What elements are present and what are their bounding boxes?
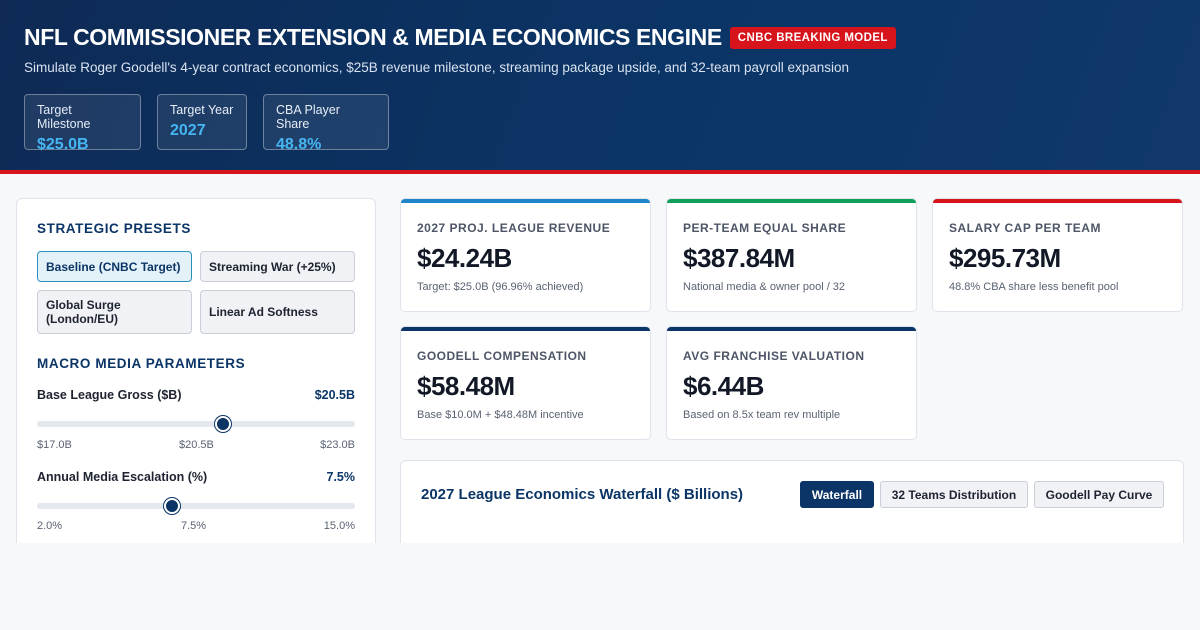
pill-label: CBA Player Share (276, 103, 340, 131)
metric-value: $387.84M (683, 243, 795, 273)
slider-min-label: 2.0% (37, 520, 63, 532)
metric-label: PER-TEAM EQUAL SHARE (683, 221, 847, 235)
slider-mid-label: $20.5B (179, 439, 214, 451)
slider-max-label: $23.0B (320, 439, 355, 451)
card-accent-bar (401, 199, 650, 203)
slider-mid-label: 7.5% (181, 520, 207, 532)
card-accent-bar (401, 327, 650, 331)
breaking-badge: CNBC BREAKING MODEL (729, 26, 896, 49)
metric-card-salary-cap: SALARY CAP PER TEAM $295.73M 48.8% CBA s… (932, 198, 1183, 312)
title-row: NFL COMMISSIONER EXTENSION & MEDIA ECONO… (24, 24, 896, 51)
pill-value: 2027 (170, 122, 206, 139)
pill-value: $25.0B (37, 136, 89, 153)
media-escalation-slider-thumb[interactable] (163, 498, 180, 514)
metric-note: Target: $25.0B (96.96% achieved) (417, 281, 584, 293)
metric-note: Based on 8.5x team rev multiple (683, 409, 841, 421)
base-gross-label: Base League Gross ($B) (37, 388, 182, 402)
target-milestone-pill: Target Milestone $25.0B (24, 94, 141, 153)
cba-share-pill: CBA Player Share 48.8% (263, 94, 389, 153)
target-year-pill: Target Year 2027 (157, 94, 247, 150)
card-accent-bar (667, 199, 916, 203)
metric-card-franchise-valuation: AVG FRANCHISE VALUATION $6.44B Based on … (666, 326, 917, 440)
tab-32-teams-distribution[interactable]: 32 Teams Distribution (880, 481, 1028, 508)
page-subtitle: Simulate Roger Goodell's 4-year contract… (24, 60, 850, 75)
header-banner: NFL COMMISSIONER EXTENSION & MEDIA ECONO… (0, 0, 1200, 174)
preset-global-surge-button[interactable]: Global Surge (London/EU) (37, 290, 192, 334)
macro-params-title: MACRO MEDIA PARAMETERS (37, 356, 246, 371)
base-gross-slider-thumb[interactable] (214, 416, 231, 432)
slider-max-label: 15.0% (323, 520, 355, 532)
card-accent-bar (933, 199, 1182, 203)
metric-note: Base $10.0M + $48.48M incentive (417, 409, 584, 421)
tab-waterfall[interactable]: Waterfall (800, 481, 874, 508)
base-gross-slider[interactable] (37, 416, 355, 432)
pill-label: Target Year (170, 103, 234, 117)
media-escalation-label: Annual Media Escalation (%) (37, 470, 208, 484)
preset-linear-ad-softness-button[interactable]: Linear Ad Softness (200, 290, 355, 334)
metric-card-goodell-compensation: GOODELL COMPENSATION $58.48M Base $10.0M… (400, 326, 651, 440)
tab-goodell-pay-curve[interactable]: Goodell Pay Curve (1034, 481, 1164, 508)
card-accent-bar (667, 327, 916, 331)
page-title: NFL COMMISSIONER EXTENSION & MEDIA ECONO… (24, 24, 722, 50)
metric-value: $58.48M (417, 371, 515, 401)
preset-streaming-war-button[interactable]: Streaming War (+25%) (200, 251, 355, 282)
preset-baseline-button[interactable]: Baseline (CNBC Target) (37, 251, 192, 282)
metric-note: 48.8% CBA share less benefit pool (949, 281, 1119, 293)
metric-value: $24.24B (417, 243, 512, 273)
metric-label: GOODELL COMPENSATION (417, 349, 587, 363)
metric-label: 2027 PROJ. LEAGUE REVENUE (417, 221, 611, 235)
media-escalation-value: 7.5% (326, 470, 356, 484)
base-gross-value: $20.5B (314, 388, 355, 402)
pill-value: 48.8% (276, 136, 322, 153)
metric-note: National media & owner pool / 32 (683, 281, 846, 293)
metric-value: $6.44B (683, 371, 764, 401)
chart-title: 2027 League Economics Waterfall ($ Billi… (421, 486, 744, 503)
metric-label: AVG FRANCHISE VALUATION (683, 349, 865, 363)
chart-panel: 2027 League Economics Waterfall ($ Billi… (400, 460, 1184, 543)
slider-min-label: $17.0B (37, 439, 72, 451)
metric-card-league-revenue: 2027 PROJ. LEAGUE REVENUE $24.24B Target… (400, 198, 651, 312)
metric-card-per-team-share: PER-TEAM EQUAL SHARE $387.84M National m… (666, 198, 917, 312)
metric-label: SALARY CAP PER TEAM (949, 221, 1101, 235)
media-escalation-slider[interactable] (37, 498, 355, 514)
control-sidebar: STRATEGIC PRESETS Baseline (CNBC Target)… (16, 198, 376, 543)
metric-value: $295.73M (949, 243, 1061, 273)
pill-label: Target Milestone (37, 103, 91, 131)
presets-title: STRATEGIC PRESETS (37, 221, 191, 236)
